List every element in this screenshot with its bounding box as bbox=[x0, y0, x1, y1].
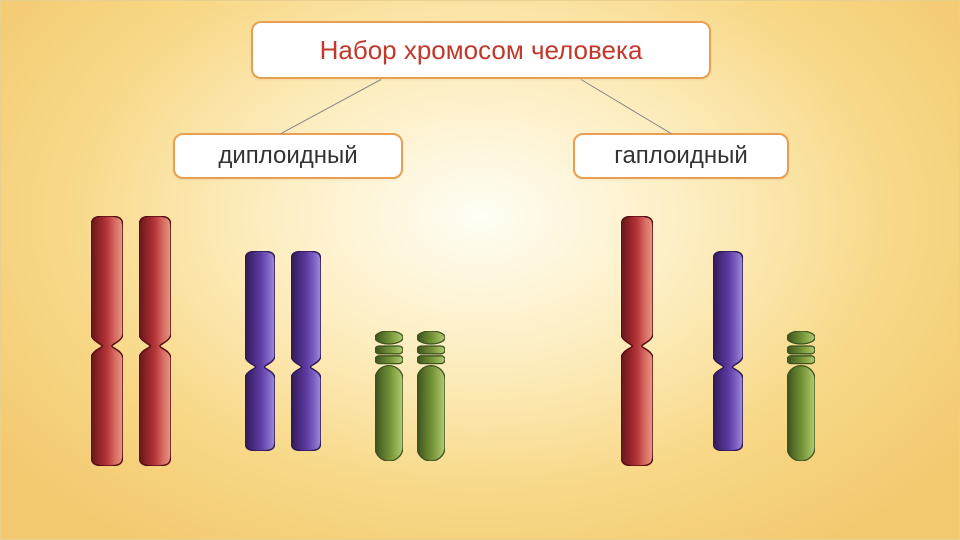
diagram-canvas: Набор хромосом человека диплоидный гапло… bbox=[0, 0, 960, 540]
chromosome bbox=[621, 216, 653, 466]
chromosome bbox=[417, 331, 445, 461]
chromosome bbox=[787, 331, 815, 461]
chromosome bbox=[291, 251, 321, 451]
chromosome bbox=[91, 216, 123, 466]
chromosome bbox=[375, 331, 403, 461]
chromosome bbox=[713, 251, 743, 451]
chromosome-area bbox=[1, 1, 960, 540]
chromosome bbox=[245, 251, 275, 451]
chromosome bbox=[139, 216, 171, 466]
